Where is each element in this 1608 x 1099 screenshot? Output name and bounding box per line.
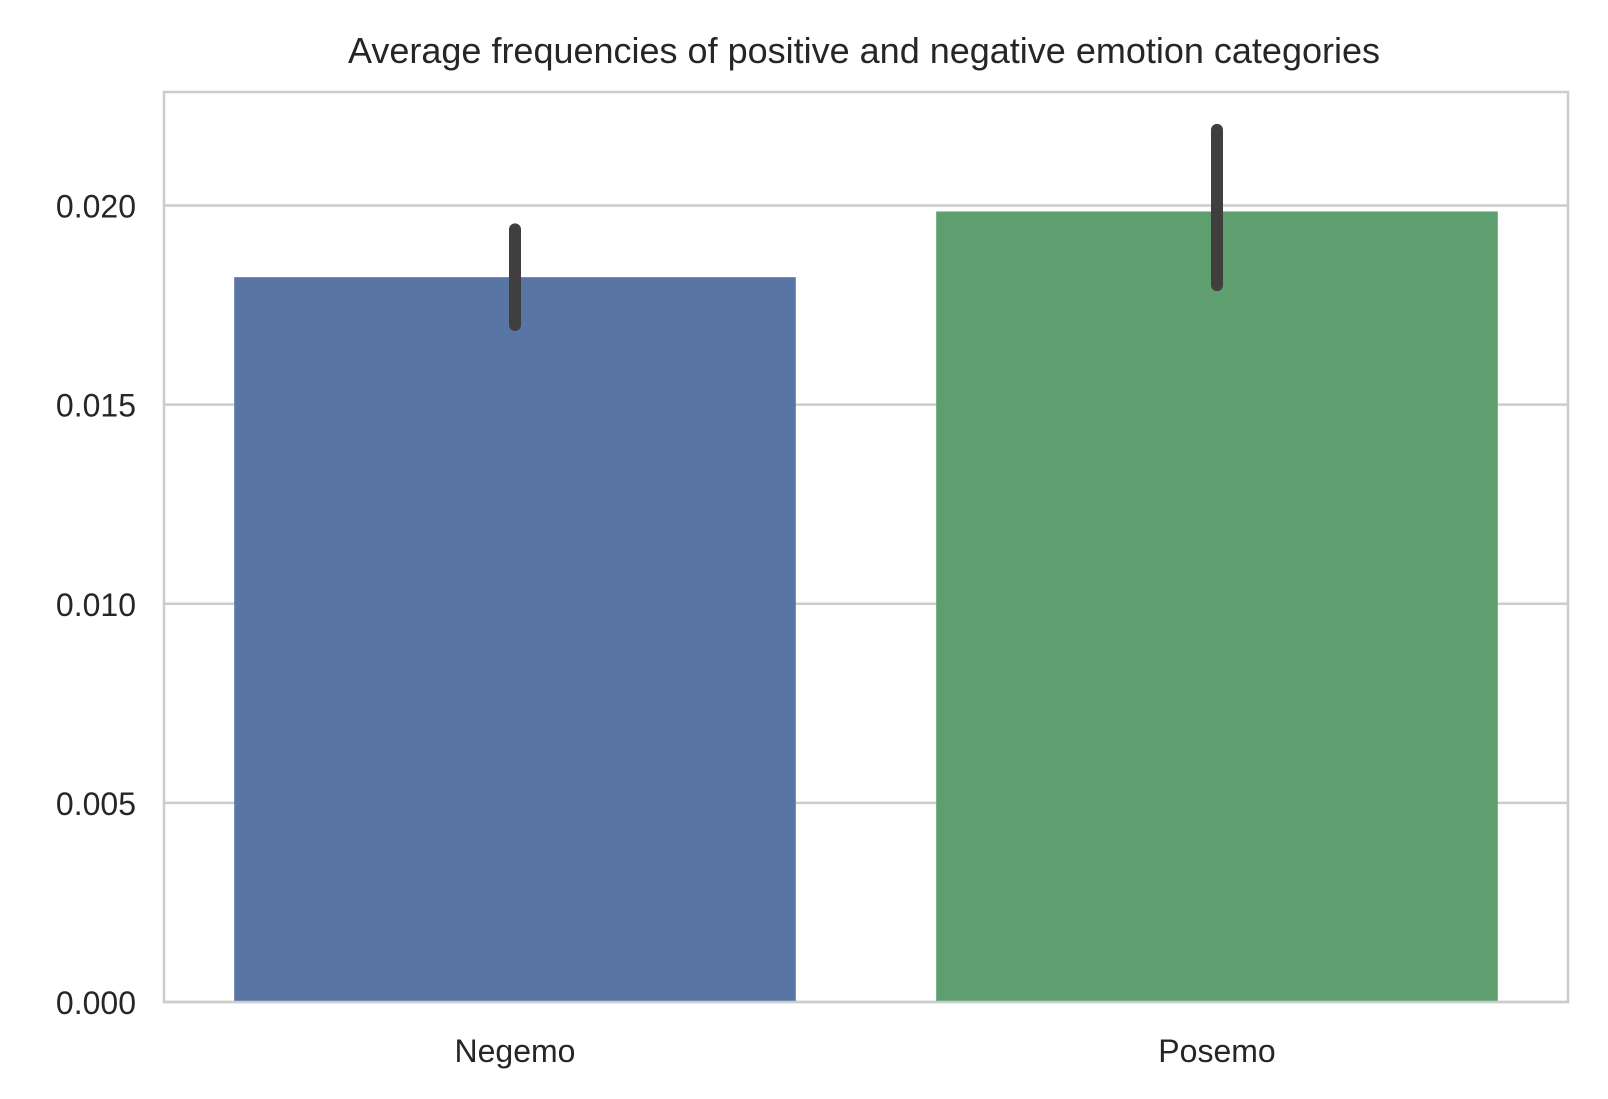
- y-tick-label: 0.020: [56, 189, 136, 225]
- y-tick-label: 0.015: [56, 388, 136, 424]
- chart-title: Average frequencies of positive and nega…: [348, 30, 1380, 71]
- bars-layer: [234, 211, 1498, 1002]
- x-axis-ticks: Negemo Posemo: [455, 1033, 1276, 1069]
- x-tick-label: Negemo: [455, 1033, 576, 1069]
- y-tick-label: 0.005: [56, 786, 136, 822]
- bar-negemo: [234, 277, 796, 1002]
- y-tick-label: 0.000: [56, 985, 136, 1021]
- x-tick-label: Posemo: [1158, 1033, 1275, 1069]
- y-axis-ticks: 0.000 0.005 0.010 0.015 0.020: [56, 189, 136, 1021]
- y-tick-label: 0.010: [56, 587, 136, 623]
- errorbars-layer: [509, 123, 1223, 331]
- plot-frame: [162, 90, 1570, 1004]
- bar-posemo: [936, 211, 1498, 1002]
